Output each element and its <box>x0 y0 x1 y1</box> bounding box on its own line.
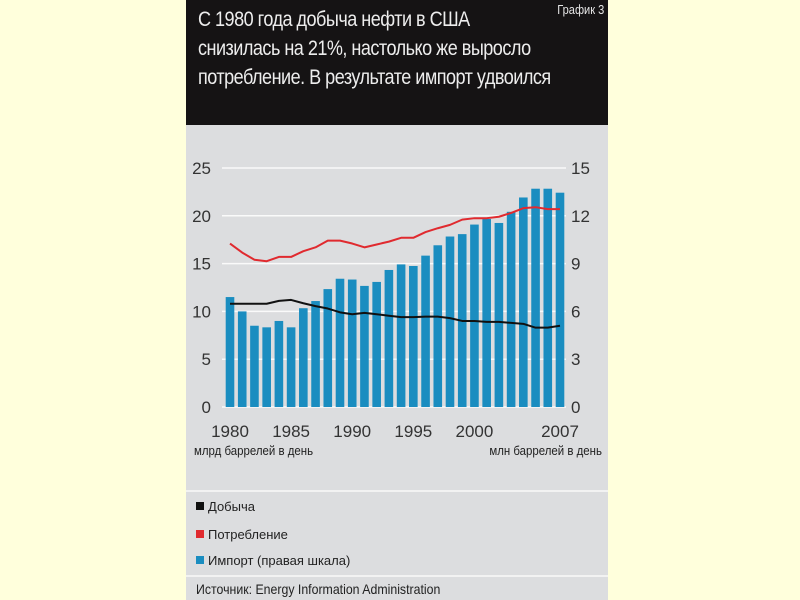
import-bar <box>445 236 455 407</box>
left-tick-label: 20 <box>192 207 211 226</box>
import-bar <box>555 192 565 407</box>
divider <box>186 575 608 577</box>
consumption-line <box>229 206 560 263</box>
legend-label: Потребление <box>208 527 288 542</box>
left-tick-label: 5 <box>202 350 211 369</box>
import-bar <box>494 222 504 407</box>
x-tick-label: 1985 <box>272 422 310 441</box>
source-note: Источник: Energy Information Administrat… <box>196 581 441 597</box>
chart-number: График 3 <box>557 2 604 17</box>
left-tick-label: 15 <box>192 255 211 274</box>
x-tick-label: 2000 <box>456 422 494 441</box>
right-tick-label: 0 <box>571 398 580 417</box>
divider <box>186 490 608 492</box>
legend-swatch-blue <box>196 556 204 564</box>
right-tick-label: 6 <box>571 302 580 321</box>
import-bar <box>543 188 553 407</box>
legend-label: Импорт (правая шкала) <box>208 553 351 568</box>
chart-title-line: потребление. В результате импорт удвоилс… <box>198 66 551 89</box>
import-bar <box>262 327 271 407</box>
x-tick-label: 1995 <box>394 422 432 441</box>
right-tick-label: 3 <box>571 350 580 369</box>
x-tick-label: 1980 <box>211 422 249 441</box>
import-bar <box>323 289 333 407</box>
legend-swatch-black <box>196 502 204 510</box>
right-tick-label: 12 <box>571 207 590 226</box>
import-bar <box>250 325 259 407</box>
import-bar <box>360 285 369 407</box>
import-bar <box>372 281 381 407</box>
left-axis-unit: млрд баррелей в день <box>194 443 314 458</box>
left-tick-label: 0 <box>202 398 211 417</box>
right-tick-label: 15 <box>571 159 590 178</box>
import-bar <box>409 265 418 407</box>
import-bar <box>286 327 296 407</box>
x-tick-label: 2007 <box>541 422 579 441</box>
right-tick-label: 9 <box>571 255 580 274</box>
import-bar <box>274 320 284 407</box>
production-line <box>230 298 561 329</box>
chart-title-line: снизилась на 21%, настолько же выросло <box>198 37 531 60</box>
left-tick-label: 10 <box>192 302 211 321</box>
import-bar <box>433 245 443 407</box>
import-bar <box>506 211 516 407</box>
x-tick-label: 1990 <box>333 422 371 441</box>
import-bar <box>531 188 540 407</box>
import-bar <box>311 301 320 407</box>
import-bar <box>237 311 247 407</box>
chart-title-line: С 1980 года добыча нефти в США <box>198 8 470 31</box>
legend-label: Добыча <box>208 499 255 514</box>
import-bar <box>470 224 479 407</box>
import-bar <box>482 218 491 407</box>
left-tick-label: 25 <box>192 159 211 178</box>
import-bar <box>335 278 345 407</box>
legend-swatch-red <box>196 530 204 538</box>
legend-item-consumption: Потребление <box>196 527 288 542</box>
import-bar <box>299 308 308 407</box>
legend-item-import: Импорт (правая шкала) <box>196 553 350 568</box>
import-bar <box>396 264 406 407</box>
import-bar <box>421 255 430 407</box>
legend-item-production: Добыча <box>196 499 255 514</box>
import-bar <box>347 279 357 407</box>
import-bar <box>384 269 394 407</box>
import-bar <box>519 197 528 407</box>
right-axis-unit: млн баррелей в день <box>489 443 602 458</box>
import-bar <box>225 297 235 407</box>
chart-header: График 3 С 1980 года добыча нефти в США … <box>186 0 608 125</box>
